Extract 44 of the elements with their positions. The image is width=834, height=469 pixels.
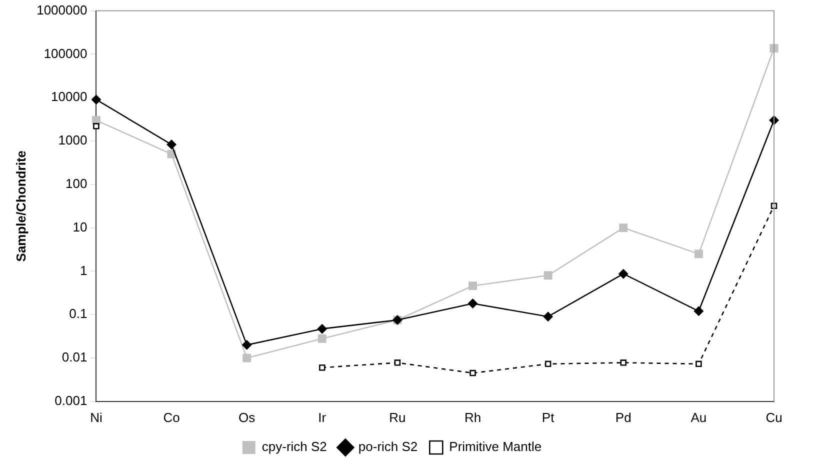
point xyxy=(394,360,401,366)
legend-label: po-rich S2 xyxy=(358,439,418,454)
point xyxy=(468,298,478,309)
y-tick-label: 100000 xyxy=(44,46,88,61)
y-tick-label: 0.01 xyxy=(62,350,88,365)
x-tick-label: Pt xyxy=(542,410,555,425)
point xyxy=(317,324,328,334)
point xyxy=(694,250,703,258)
point xyxy=(93,123,100,130)
y-tick-label: 0.1 xyxy=(69,306,88,322)
x-tick-label: Co xyxy=(163,410,180,425)
point xyxy=(318,334,326,343)
x-tick-label: Os xyxy=(238,410,256,425)
y-tick-label: 10000 xyxy=(51,89,88,104)
x-tick-label: Cu xyxy=(766,410,782,425)
point xyxy=(242,340,252,350)
y-tick-label: 1 xyxy=(80,262,88,278)
x-tick-label: Pd xyxy=(615,410,632,425)
point xyxy=(696,360,702,368)
legend-label: cpy-rich S2 xyxy=(262,439,327,454)
y-tick-label: 10 xyxy=(72,219,88,234)
point xyxy=(468,282,478,290)
point xyxy=(620,360,627,366)
y-tick-label: 0.001 xyxy=(54,392,88,408)
x-tick-label: Ni xyxy=(90,410,102,425)
point xyxy=(166,140,177,150)
point xyxy=(543,312,554,322)
point xyxy=(544,360,552,368)
x-tick-label: Ru xyxy=(389,410,406,425)
point xyxy=(619,224,628,232)
point xyxy=(694,306,704,316)
x-tick-label: Rh xyxy=(464,410,482,425)
point xyxy=(319,364,326,371)
y-tick-label: 1000 xyxy=(58,132,88,148)
x-tick-label: Au xyxy=(690,410,707,425)
y-axis-title: Sample/Chondrite xyxy=(13,150,28,262)
y-tick-label: 1000000 xyxy=(36,2,88,18)
x-tick-label: Ir xyxy=(318,410,327,425)
point xyxy=(242,354,252,362)
legend-label: Primitive Mantle xyxy=(449,439,542,454)
y-tick-label: 100 xyxy=(66,176,88,191)
point xyxy=(470,370,476,376)
point xyxy=(544,271,552,280)
point xyxy=(618,268,628,279)
